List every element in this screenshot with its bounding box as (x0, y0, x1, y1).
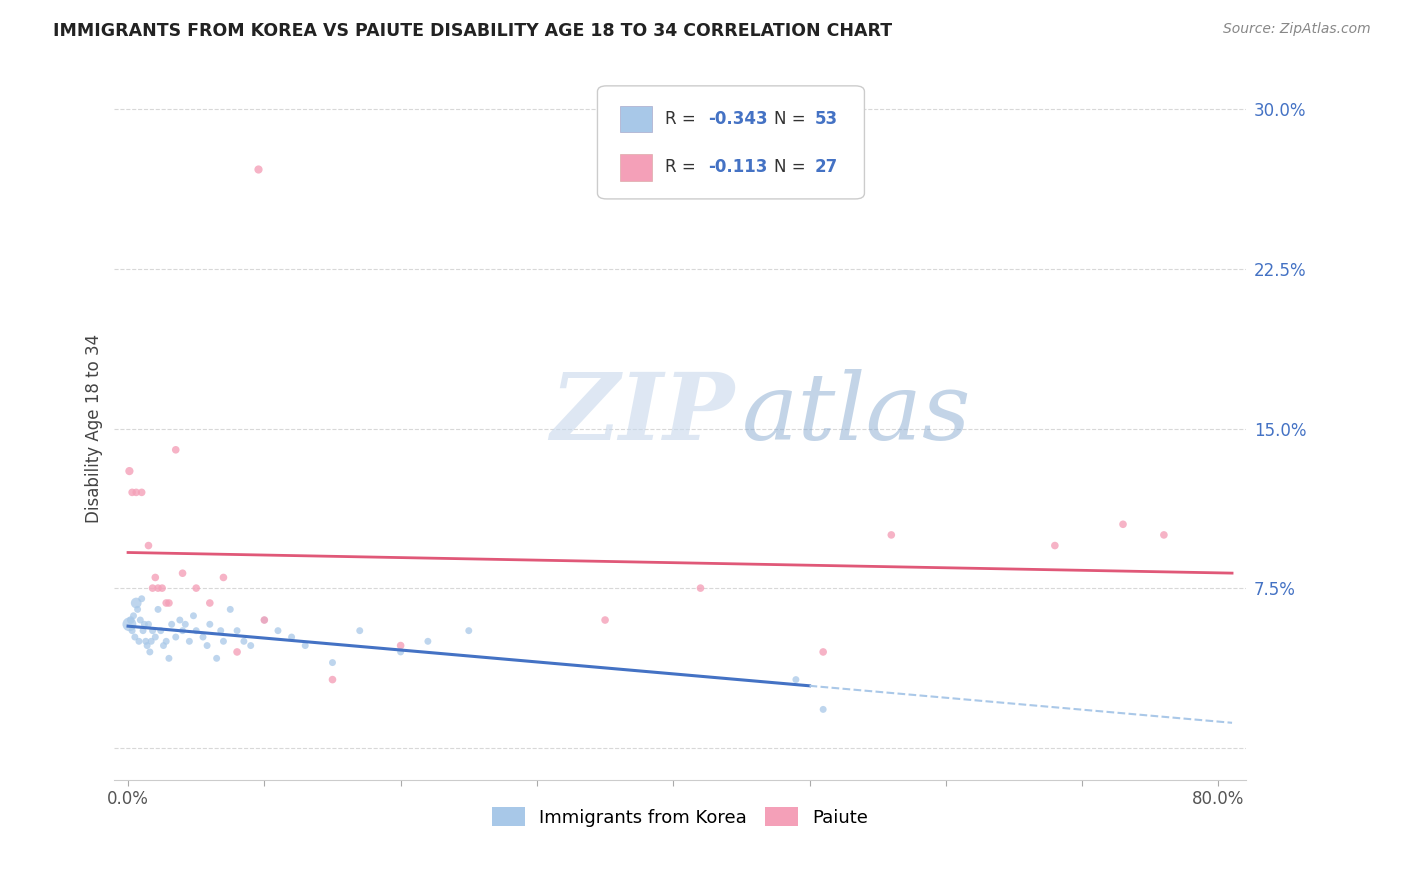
Point (226, 645, 249, 659)
Text: ZIP: ZIP (550, 369, 734, 459)
Point (209, 624, 232, 638)
Point (239, 639, 262, 653)
Point (121, 485, 143, 500)
Point (165, 442, 187, 457)
Point (205, 651, 228, 665)
Point (139, 645, 162, 659)
Point (157, 651, 180, 665)
Text: 53: 53 (814, 110, 838, 128)
Point (165, 630, 187, 644)
Y-axis label: Disability Age 18 to 34: Disability Age 18 to 34 (86, 334, 103, 523)
Point (121, 624, 143, 638)
Point (118, 464, 141, 478)
FancyBboxPatch shape (620, 154, 652, 181)
Point (246, 161, 269, 176)
Legend: Immigrants from Korea, Paiute: Immigrants from Korea, Paiute (485, 800, 875, 834)
Point (198, 596, 221, 610)
Point (198, 617, 221, 632)
Point (294, 639, 316, 653)
Point (169, 613, 191, 627)
Point (138, 617, 160, 632)
Point (128, 634, 150, 648)
Point (152, 639, 174, 653)
FancyBboxPatch shape (598, 86, 865, 199)
Text: -0.343: -0.343 (709, 110, 768, 128)
Point (811, 702, 834, 716)
Point (880, 528, 903, 542)
Point (122, 608, 145, 623)
Point (149, 624, 172, 638)
Text: Source: ZipAtlas.com: Source: ZipAtlas.com (1223, 22, 1371, 37)
Point (689, 581, 711, 595)
Point (1112, 517, 1135, 532)
Point (125, 596, 148, 610)
Point (135, 634, 157, 648)
Point (142, 581, 165, 595)
Point (143, 570, 166, 584)
Point (174, 617, 197, 632)
Point (136, 639, 159, 653)
Text: N =: N = (773, 110, 806, 128)
Point (389, 639, 412, 653)
Point (131, 591, 153, 606)
Point (1043, 539, 1066, 553)
Text: 27: 27 (814, 158, 838, 177)
Text: N =: N = (773, 158, 806, 177)
Point (118, 617, 141, 632)
Text: -0.113: -0.113 (709, 158, 768, 177)
Point (172, 566, 194, 581)
Point (138, 539, 160, 553)
Point (195, 639, 218, 653)
Point (593, 613, 616, 627)
Point (155, 596, 177, 610)
Text: IMMIGRANTS FROM KOREA VS PAIUTE DISABILITY AGE 18 TO 34 CORRELATION CHART: IMMIGRANTS FROM KOREA VS PAIUTE DISABILI… (53, 22, 893, 40)
Point (267, 624, 290, 638)
Point (232, 634, 254, 648)
Point (129, 613, 152, 627)
Point (132, 624, 155, 638)
Point (349, 624, 371, 638)
Point (183, 608, 205, 623)
FancyBboxPatch shape (620, 105, 652, 132)
Point (186, 581, 208, 595)
Point (124, 630, 146, 644)
Point (172, 624, 194, 638)
Point (212, 634, 235, 648)
Point (143, 630, 166, 644)
Point (226, 624, 249, 638)
Point (253, 613, 276, 627)
Point (186, 624, 208, 638)
Text: atlas: atlas (742, 369, 972, 459)
Point (212, 570, 235, 584)
Point (280, 630, 302, 644)
Text: R =: R = (665, 158, 696, 177)
Point (811, 645, 834, 659)
Point (127, 602, 149, 616)
Point (146, 602, 169, 616)
Point (142, 624, 165, 638)
Point (125, 485, 148, 500)
Text: R =: R = (665, 110, 696, 128)
Point (321, 656, 343, 670)
Point (219, 602, 242, 616)
Point (785, 673, 807, 687)
Point (321, 673, 343, 687)
Point (457, 624, 479, 638)
Point (1153, 528, 1175, 542)
Point (134, 617, 156, 632)
Point (179, 634, 201, 648)
Point (253, 613, 276, 627)
Point (131, 485, 153, 500)
Point (141, 634, 163, 648)
Point (157, 596, 180, 610)
Point (389, 645, 412, 659)
Point (146, 581, 169, 595)
Point (155, 634, 177, 648)
Point (416, 634, 439, 648)
Point (120, 613, 142, 627)
Point (150, 581, 173, 595)
Point (160, 617, 183, 632)
Point (191, 630, 214, 644)
